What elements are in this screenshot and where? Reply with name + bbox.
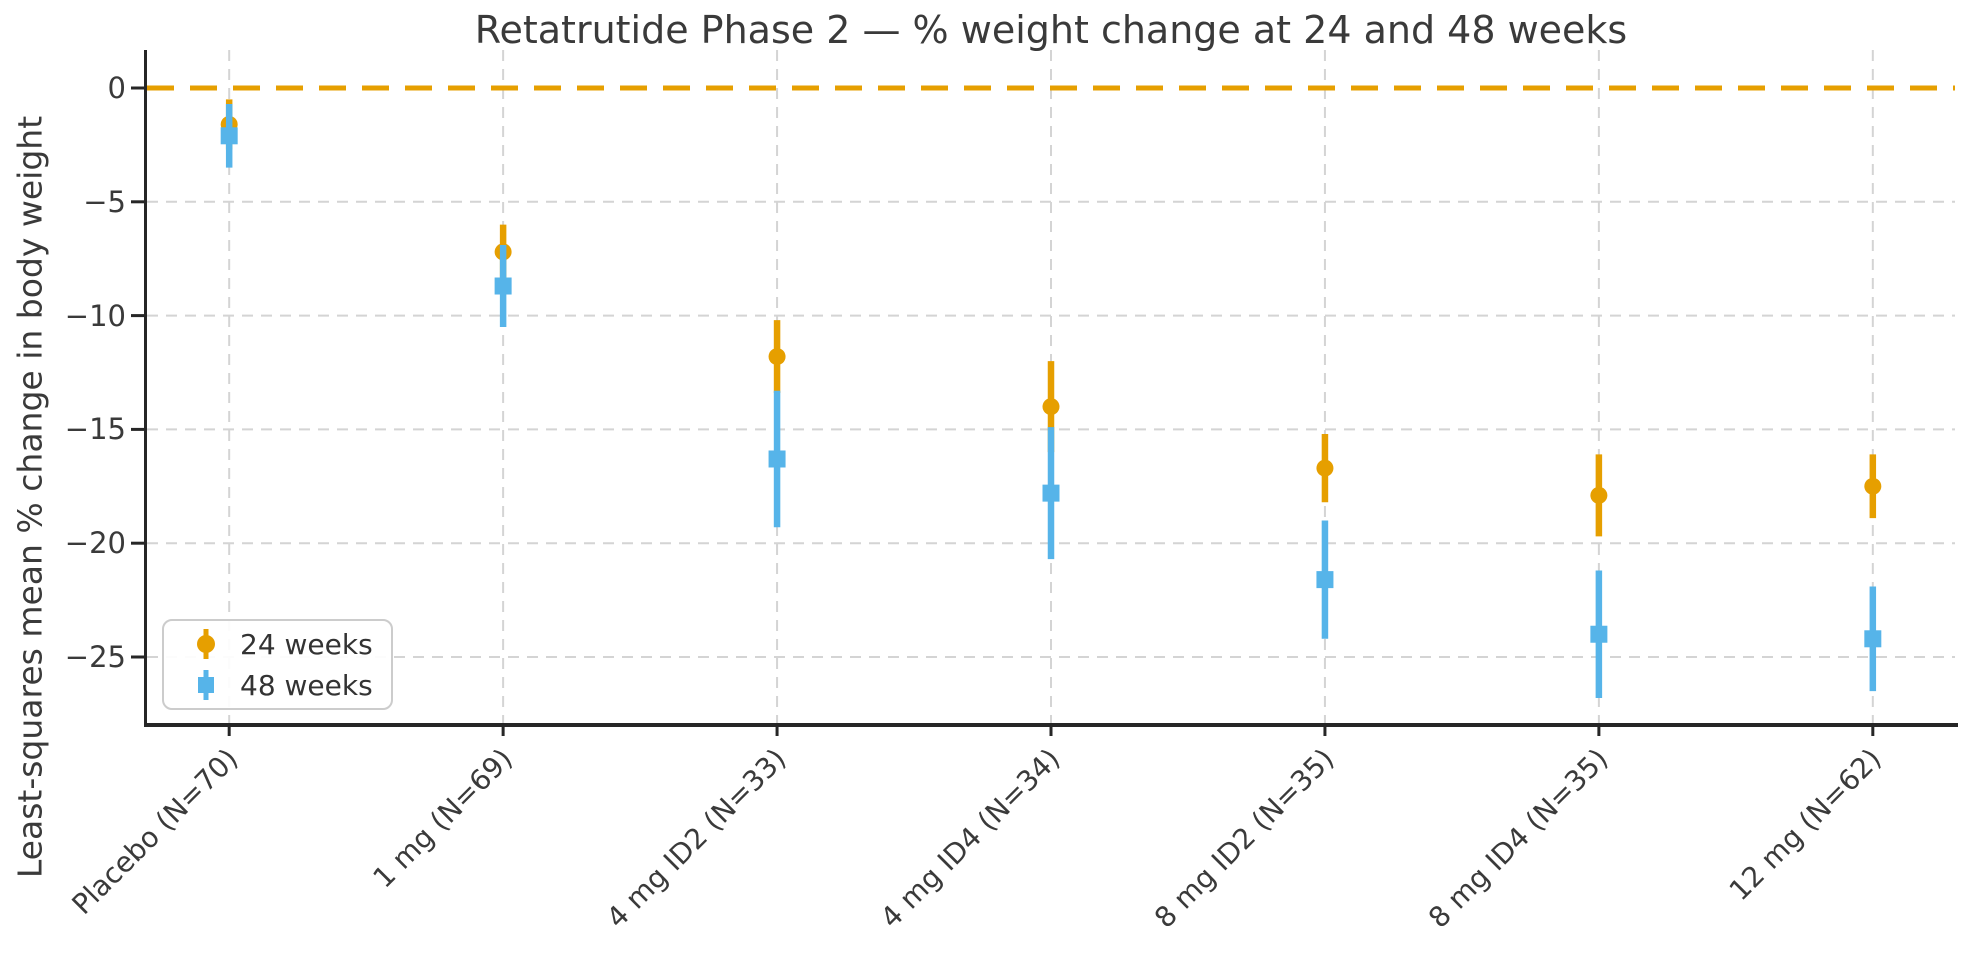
legend-marker-24-weeks-icon: [196, 627, 216, 661]
y-tick-label: −15: [64, 412, 126, 447]
legend: 24 weeks 48 weeks: [162, 619, 393, 710]
y-tick-label: −5: [83, 184, 126, 219]
chart-canvas: [131, 50, 1955, 736]
data-point-circle: [1316, 459, 1334, 477]
data-point-square: [220, 127, 238, 145]
data-point-circle: [1864, 477, 1882, 495]
x-tick-label: 4 mg ID2 (N=33): [599, 742, 793, 935]
x-tick-label: 8 mg ID2 (N=35): [1147, 742, 1341, 935]
data-point-circle: [1590, 486, 1608, 504]
plot-area: [131, 50, 1955, 736]
y-axis-label: Least-squares mean % change in body weig…: [10, 115, 50, 879]
data-point-square: [1316, 571, 1334, 589]
data-point-square: [494, 277, 512, 295]
data-point-square: [1590, 625, 1608, 643]
data-point-circle: [1042, 398, 1060, 416]
data-point-square: [1042, 484, 1060, 502]
y-tick-label: −20: [64, 526, 126, 561]
x-tick-label: 8 mg ID4 (N=35): [1421, 742, 1615, 935]
x-tick-label: Placebo (N=70): [65, 742, 245, 921]
legend-item-48-weeks: 48 weeks: [196, 668, 391, 702]
legend-item-24-weeks: 24 weeks: [196, 627, 391, 661]
data-point-square: [1864, 630, 1882, 648]
legend-label: 48 weeks: [240, 668, 373, 702]
legend-label: 24 weeks: [240, 627, 373, 661]
chart-title: Retatrutide Phase 2 — % weight change at…: [474, 8, 1628, 52]
data-point-square: [768, 450, 786, 468]
y-tick-label: 0: [107, 71, 126, 105]
x-tick-label: 4 mg ID4 (N=34): [873, 742, 1067, 935]
x-tick-label: 1 mg (N=69): [366, 742, 519, 895]
y-axis-spine: [144, 50, 147, 726]
y-tick-label: −10: [64, 298, 126, 333]
y-tick-label: −25: [64, 639, 126, 674]
legend-marker-48-weeks-icon: [196, 668, 216, 702]
data-point-circle: [768, 348, 786, 366]
x-tick-label: 12 mg (N=62): [1723, 742, 1889, 908]
